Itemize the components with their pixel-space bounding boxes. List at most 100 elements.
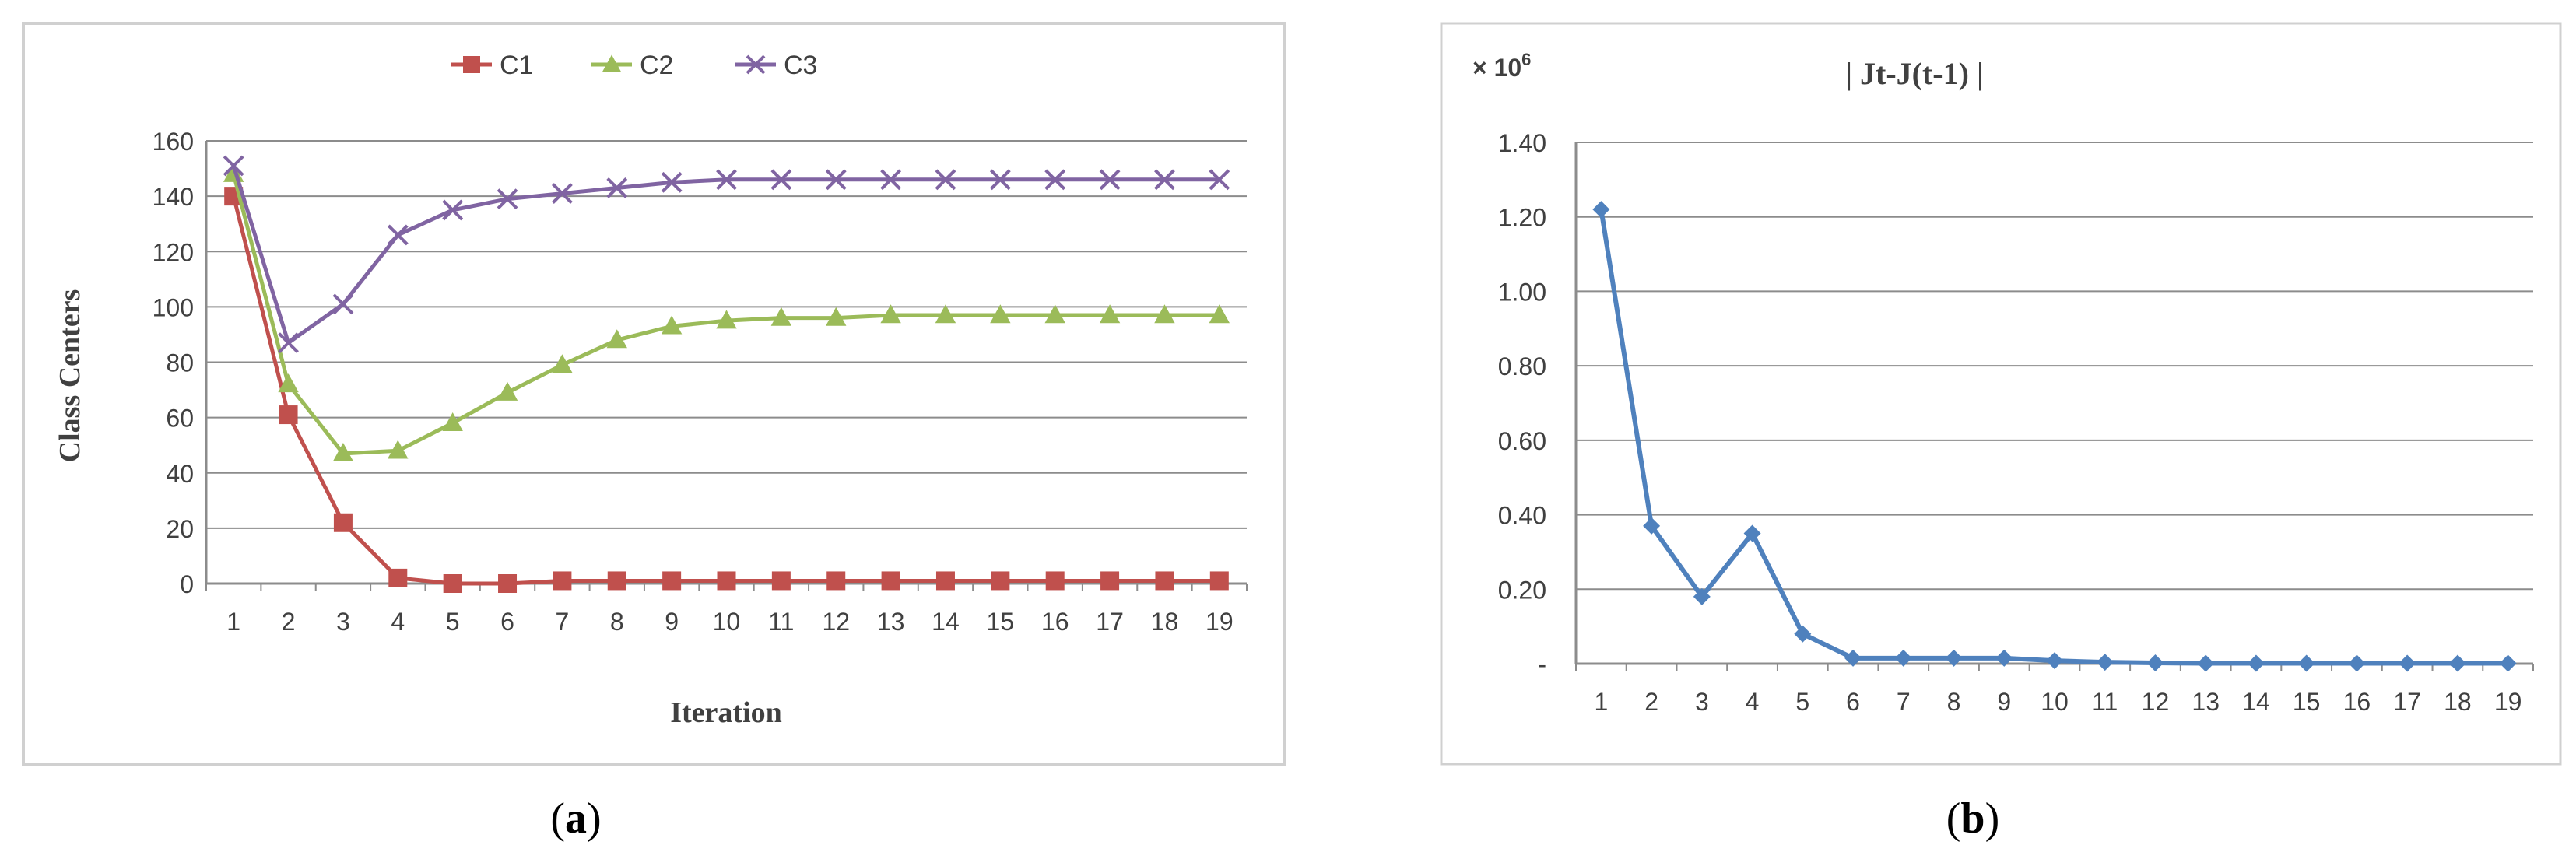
chart-a-series-1-point xyxy=(607,571,626,591)
chart-a-series-3-point-stroke xyxy=(1099,169,1121,191)
caption-b-close: ) xyxy=(1985,794,2000,843)
chart-a-series-1-point xyxy=(553,571,572,591)
chart-a-xtick-label: 4 xyxy=(391,608,405,636)
chart-b-multiplier-exp: 6 xyxy=(1521,50,1531,69)
chart-a-legend-marker-stroke xyxy=(746,54,766,75)
chart-b-xtick-label: 6 xyxy=(1846,688,1860,716)
chart-b-series-1-point xyxy=(1592,201,1610,219)
chart-b-xtick-label: 5 xyxy=(1795,688,1809,716)
chart-a-frame xyxy=(22,22,1286,766)
chart-a-series-3-point xyxy=(989,169,1011,191)
chart-a-series-3-point xyxy=(1154,169,1175,191)
chart-b-xtick-label: 18 xyxy=(2444,688,2472,716)
chart-a-series-1-point xyxy=(935,571,955,591)
chart-a-series-2-point xyxy=(1209,304,1230,324)
chart-a-legend-marker xyxy=(746,54,766,75)
chart-a-series-2-point xyxy=(880,304,901,324)
chart-a-series-1-point xyxy=(1209,571,1229,591)
chart-a-ylabel: Class Centers xyxy=(54,289,86,463)
chart-a-xtick-label: 12 xyxy=(822,608,850,636)
chart-a-series-3-point xyxy=(497,188,518,210)
chart-b-title: | Jt-J(t-1) | xyxy=(1845,56,1984,91)
chart-a-legend-label: C1 xyxy=(500,51,533,80)
chart-b-xtick-label: 1 xyxy=(1594,688,1608,716)
chart-a-series-3-point xyxy=(935,169,956,191)
caption-a-close: ) xyxy=(587,794,602,843)
chart-a-series-3-point xyxy=(332,293,354,315)
chart-a-series-2-point xyxy=(661,315,683,335)
chart-a-xtick-label: 19 xyxy=(1206,608,1234,636)
chart-a-series-3-point xyxy=(1099,169,1121,191)
chart-b-series-1-point xyxy=(2146,654,2164,672)
chart-a-series-2-point xyxy=(388,440,409,459)
chart-b-series-1-point xyxy=(2348,654,2366,672)
chart-b-series-1-point xyxy=(2046,652,2063,670)
chart-b-multiplier: × 106 xyxy=(1472,50,1531,82)
chart-b-ytick-label: 1.40 xyxy=(1498,129,1546,157)
chart-b-frame xyxy=(1440,22,2562,766)
chart-a-xtick-label: 13 xyxy=(877,608,905,636)
chart-b-ytick-label: 0.40 xyxy=(1498,502,1546,530)
chart-b-ytick-label: 0.20 xyxy=(1498,576,1546,604)
chart-b-series-1-point xyxy=(1693,587,1711,605)
chart-a-series-2-point xyxy=(332,443,354,462)
chart-b: -0.200.400.600.801.001.201.401 2 3 4 5 6 7 8 9 10… xyxy=(1498,129,2534,716)
chart-b-xtick-label: 15 xyxy=(2293,688,2321,716)
chart-a-xtick-label: 9 xyxy=(665,608,679,636)
chart-a-series-3-point xyxy=(1044,169,1066,191)
chart-b-xtick-label: 10 xyxy=(2041,688,2069,716)
chart-a-series-3-point xyxy=(661,171,683,193)
chart-b-xtick-label: 16 xyxy=(2343,688,2371,716)
chart-a-xtick-label: 6 xyxy=(500,608,514,636)
chart-a-series-3-point xyxy=(442,199,464,221)
chart-a-xtick-label: 3 xyxy=(336,608,350,636)
chart-a-series-1-point xyxy=(1155,571,1174,591)
chart-a-xlabel: Iteration xyxy=(670,696,782,729)
chart-a-series-1-point xyxy=(881,571,900,591)
chart-b-series-1-point xyxy=(2096,654,2114,671)
chart-a-series-3-point-stroke xyxy=(497,188,518,210)
chart-b-series-1-point xyxy=(2247,654,2265,672)
chart-a-series-3-point xyxy=(606,177,628,198)
chart-b-series-1-point xyxy=(2197,654,2215,672)
caption-a: (a) xyxy=(550,794,601,843)
chart-a-series-2-point xyxy=(606,329,627,349)
chart-b-xtick-label: 17 xyxy=(2393,688,2421,716)
chart-a-series-3-point-stroke xyxy=(1044,169,1066,191)
chart-b-xtick-label: 4 xyxy=(1746,688,1760,716)
chart-b-series-1-point xyxy=(2297,654,2315,672)
chart-a-series-3-point xyxy=(551,183,573,204)
chart-a-series-2-point xyxy=(935,304,956,324)
caption-b-open: ( xyxy=(1946,794,1961,843)
chart-a-ytick-label: 120 xyxy=(153,238,194,266)
chart-a-series-3-point xyxy=(716,169,737,191)
chart-b-ytick-label: 0.60 xyxy=(1498,427,1546,455)
caption-b-letter: b xyxy=(1960,794,1985,843)
chart-a-series-1-point xyxy=(826,571,846,591)
chart-a-ytick-label: 60 xyxy=(166,405,194,433)
chart-a-series-2-point xyxy=(990,304,1011,324)
chart-a-series-1-point xyxy=(333,513,353,532)
chart-a-series-2-point xyxy=(1099,304,1121,324)
chart-a-series-1-point xyxy=(279,405,298,425)
chart-b-xtick-label: 12 xyxy=(2142,688,2170,716)
chart-a-series-3-point-stroke xyxy=(606,177,628,198)
chart-a-xtick-label: 11 xyxy=(768,608,794,636)
chart-a-series-3-point xyxy=(387,224,409,246)
chart-b-xtick-label: 7 xyxy=(1897,688,1911,716)
chart-a-xtick-label: 7 xyxy=(555,608,569,636)
chart-a-series-2-point xyxy=(716,310,737,329)
caption-b: (b) xyxy=(1946,794,1999,843)
chart-b-series-1-point xyxy=(2448,654,2466,672)
chart-a-series-3-point-stroke xyxy=(551,183,573,204)
chart-a-series-2-point xyxy=(552,354,573,373)
chart-a-series-1-point xyxy=(498,574,518,593)
chart-b-series-1-point xyxy=(2399,654,2416,672)
chart-a-ytick-label: 140 xyxy=(153,183,194,211)
chart-a-xtick-label: 10 xyxy=(713,608,741,636)
chart-a-series-1-point xyxy=(771,571,791,591)
chart-a-series-3-point xyxy=(1209,169,1230,191)
chart-a-xtick-label: 5 xyxy=(446,608,460,636)
chart-a-ytick-label: 20 xyxy=(166,515,194,543)
